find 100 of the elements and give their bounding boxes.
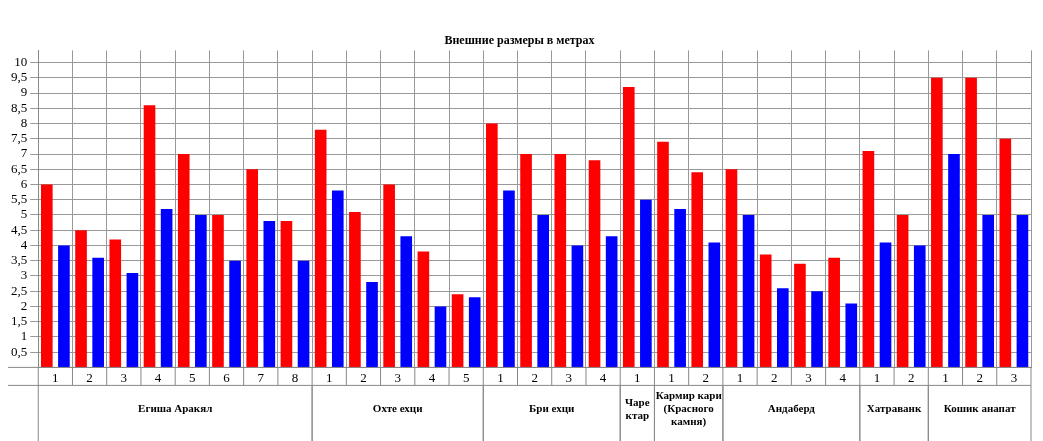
y-tick-label: 2 bbox=[20, 297, 28, 313]
bar bbox=[862, 150, 875, 368]
bar bbox=[400, 236, 413, 368]
bar bbox=[896, 215, 909, 368]
bar bbox=[999, 138, 1012, 368]
text: Кармир кари (Красного камня) bbox=[655, 389, 723, 429]
bar bbox=[622, 86, 635, 368]
bar bbox=[417, 251, 430, 368]
bar bbox=[811, 291, 823, 368]
y-tick-label: 5,5 bbox=[11, 191, 28, 207]
x-tick-label: 2 bbox=[702, 369, 710, 385]
text: Егиша Аракял bbox=[138, 402, 213, 415]
x-tick-label: 5 bbox=[189, 369, 196, 385]
x-tick-label: 4 bbox=[599, 369, 607, 385]
bar bbox=[1016, 215, 1029, 368]
text: Охте ехци bbox=[372, 402, 424, 415]
x-tick-label: 8 bbox=[291, 369, 299, 385]
text: Хатраванк bbox=[866, 402, 922, 415]
bar bbox=[246, 169, 259, 368]
bar bbox=[314, 129, 327, 368]
x-tick-label: 7 bbox=[257, 369, 265, 385]
text: Андаберд bbox=[767, 402, 816, 415]
x-tick-label: 5 bbox=[462, 369, 470, 385]
x-tick-label: 2 bbox=[976, 369, 983, 385]
bar bbox=[691, 172, 704, 368]
bar bbox=[640, 199, 652, 368]
x-tick-label: 4 bbox=[428, 369, 436, 385]
y-tick-label: 3,5 bbox=[11, 252, 28, 268]
bar bbox=[263, 221, 276, 368]
bar bbox=[828, 257, 840, 368]
bar bbox=[965, 77, 977, 368]
bar bbox=[468, 297, 481, 368]
y-tick-label: 4 bbox=[20, 236, 28, 252]
y-tick-label: 0,5 bbox=[11, 343, 28, 359]
x-tick-label: 3 bbox=[1010, 369, 1018, 385]
x-tick-label: 1 bbox=[497, 369, 504, 385]
x-tick-label: 3 bbox=[805, 369, 812, 385]
x-tick-label: 6 bbox=[223, 369, 231, 385]
bar bbox=[948, 154, 960, 368]
bar bbox=[366, 282, 378, 368]
bar bbox=[537, 215, 549, 368]
y-tick-label: 2,5 bbox=[11, 282, 28, 298]
y-tick-label: 3 bbox=[20, 267, 28, 283]
bar bbox=[554, 154, 567, 368]
x-tick-label: 4 bbox=[154, 369, 162, 385]
x-tick-label: 1 bbox=[52, 369, 59, 385]
bar bbox=[794, 263, 806, 368]
x-tick-label: 1 bbox=[325, 369, 333, 385]
y-tick-label: 6 bbox=[20, 175, 28, 191]
bar bbox=[520, 154, 532, 368]
bar bbox=[451, 294, 464, 368]
bar bbox=[588, 160, 601, 368]
text: Чаре ктар bbox=[625, 395, 650, 421]
text: Бри ехци bbox=[529, 402, 576, 415]
bar bbox=[776, 288, 789, 368]
x-tick-label: 1 bbox=[873, 369, 881, 385]
y-tick-label: 8 bbox=[20, 114, 28, 130]
y-tick-label: 8,5 bbox=[11, 99, 28, 115]
bar bbox=[931, 77, 943, 368]
y-tick-label: 1,5 bbox=[11, 313, 28, 329]
y-tick-label: 7 bbox=[20, 145, 28, 161]
x-tick-label: 4 bbox=[839, 369, 847, 385]
bar bbox=[229, 260, 241, 368]
bar bbox=[913, 245, 926, 368]
bar bbox=[674, 208, 686, 368]
bar bbox=[571, 245, 584, 368]
bar bbox=[742, 215, 755, 368]
bar bbox=[212, 215, 224, 368]
y-tick-label: 10 bbox=[14, 54, 28, 70]
bar bbox=[486, 123, 498, 368]
bar bbox=[40, 184, 53, 368]
bar bbox=[605, 236, 618, 368]
bar bbox=[58, 245, 70, 368]
bar bbox=[177, 154, 190, 368]
chart-title: Внешние размеры в метрах bbox=[444, 33, 595, 48]
x-tick-label: 3 bbox=[120, 369, 128, 385]
x-tick-label: 1 bbox=[942, 369, 949, 385]
x-tick-label: 2 bbox=[771, 369, 778, 385]
bar bbox=[109, 239, 122, 368]
y-tick-label: 9,5 bbox=[11, 69, 28, 85]
y-tick-label: 6,5 bbox=[11, 160, 28, 176]
bar bbox=[297, 260, 310, 368]
x-tick-label: 1 bbox=[668, 369, 675, 385]
bar bbox=[280, 221, 293, 368]
x-tick-label: 2 bbox=[86, 369, 93, 385]
bar bbox=[759, 254, 772, 368]
bar bbox=[845, 303, 858, 368]
x-tick-label: 2 bbox=[360, 369, 367, 385]
y-tick-label: 5 bbox=[20, 206, 28, 222]
bar bbox=[982, 215, 995, 368]
x-tick-label: 3 bbox=[565, 369, 573, 385]
x-tick-label: 1 bbox=[736, 369, 744, 385]
bar bbox=[92, 257, 104, 368]
x-tick-label: 2 bbox=[531, 369, 538, 385]
x-tick-label: 2 bbox=[907, 369, 915, 385]
bar bbox=[434, 306, 447, 368]
bar bbox=[143, 105, 156, 368]
x-tick-label: 1 bbox=[634, 369, 641, 385]
bar bbox=[725, 169, 738, 368]
y-tick-label: 1 bbox=[20, 328, 28, 344]
